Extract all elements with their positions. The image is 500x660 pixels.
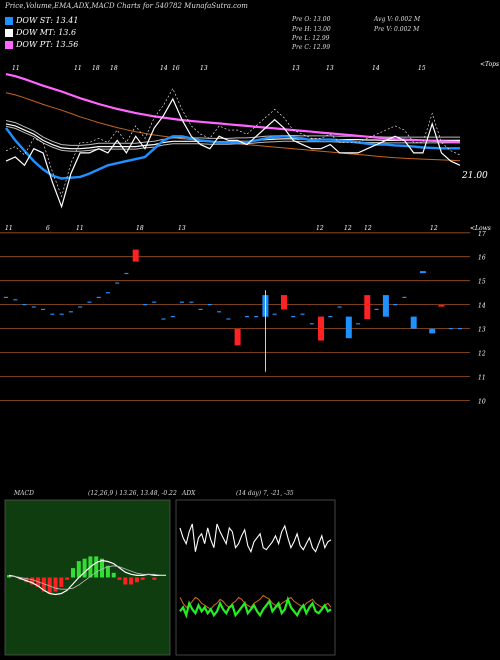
price-right-label: 21.00 <box>462 171 488 181</box>
adx-label: ADX <box>182 490 196 497</box>
candle-body <box>429 328 436 334</box>
candle-ytick-label: 11 <box>478 375 486 382</box>
price-date: 14 <box>372 65 380 72</box>
candle-ytick-label: 13 <box>478 327 486 334</box>
price-date: 18 <box>92 65 100 72</box>
price-date: 18 <box>110 65 118 72</box>
dow-pt-line <box>5 73 461 144</box>
candle-ytick-label: 15 <box>478 279 486 286</box>
macd-params: (12,26,9 ) 13.26, 13.48, -0.22 <box>88 490 177 497</box>
price-date: 14 <box>160 65 168 72</box>
price-date: 13 <box>326 65 334 72</box>
adx-di-line <box>179 523 332 554</box>
legend-swatch-mt <box>5 29 13 37</box>
candle-date: 11 <box>5 225 13 232</box>
quote-prev-volume: Pre V: 0.002 M <box>374 26 420 33</box>
legend-dow-pt: DOW PT: 13.56 <box>16 40 79 49</box>
candle-date: 12 <box>344 225 352 232</box>
candle-ytick-label: 17 <box>478 231 486 238</box>
candle-date: 12 <box>364 225 372 232</box>
candle-date: 6 <box>46 225 50 232</box>
quote-close: Pre C: 12.99 <box>292 44 331 51</box>
candle-body <box>281 295 287 310</box>
candle-body <box>382 295 389 317</box>
price-line <box>5 97 461 209</box>
candle-body <box>318 316 324 341</box>
quote-open: Pre O: 13.00 <box>292 16 331 23</box>
candle-body <box>364 295 371 319</box>
candle-ytick-label: 12 <box>478 351 486 358</box>
quote-avg-volume: Avg V: 0.002 M <box>374 16 421 23</box>
legend-swatch-st <box>5 17 13 25</box>
lows-tag: <Lows <box>470 225 491 232</box>
candle-date: 18 <box>136 225 144 232</box>
chart-title: Price,Volume,EMA,ADX,MACD Charts for 540… <box>5 2 248 10</box>
adx-di-line <box>179 595 332 619</box>
adx-params: (14 day) 7, -21, -35 <box>236 490 294 497</box>
macd-line <box>8 559 166 596</box>
candle-body <box>132 249 139 262</box>
quote-high: Pre H: 13.00 <box>292 26 331 33</box>
macd-signal-line <box>9 565 166 590</box>
macd-panel-bg <box>4 499 171 656</box>
legend-dow-st: DOW ST: 13.41 <box>16 16 79 25</box>
dow-st-line <box>5 127 460 180</box>
adx-adx-line <box>179 594 332 610</box>
tops-tag: <Tops <box>480 61 500 68</box>
price-date: 16 <box>172 65 180 72</box>
adx-panel-bg <box>175 499 336 656</box>
candle-body <box>234 328 241 346</box>
candle-ytick-label: 16 <box>478 255 486 262</box>
candle-ytick-label: 14 <box>478 303 486 310</box>
legend-dow-mt: DOW MT: 13.6 <box>16 28 77 37</box>
quote-low: Pre L: 12.99 <box>292 35 330 42</box>
price-date: 15 <box>418 65 426 72</box>
price-date: 11 <box>12 65 20 72</box>
price-date: 13 <box>200 65 208 72</box>
ema-grey-line <box>5 120 460 146</box>
candle-body <box>345 316 352 339</box>
upper-band-line <box>5 87 461 198</box>
candle-body <box>410 316 417 329</box>
candle-date: 13 <box>178 225 186 232</box>
candle-date: 12 <box>430 225 438 232</box>
ema-orange-line <box>5 92 461 162</box>
macd-label: MACD <box>14 490 34 497</box>
price-date: 11 <box>74 65 82 72</box>
candle-date: 12 <box>316 225 324 232</box>
price-date: 13 <box>292 65 300 72</box>
candle-body <box>419 271 426 274</box>
legend-swatch-pt <box>5 41 13 49</box>
candle-date: 11 <box>76 225 84 232</box>
ema-grey-line-2 <box>5 125 460 152</box>
candle-body <box>438 304 445 307</box>
candle-ytick-label: 10 <box>478 398 486 405</box>
